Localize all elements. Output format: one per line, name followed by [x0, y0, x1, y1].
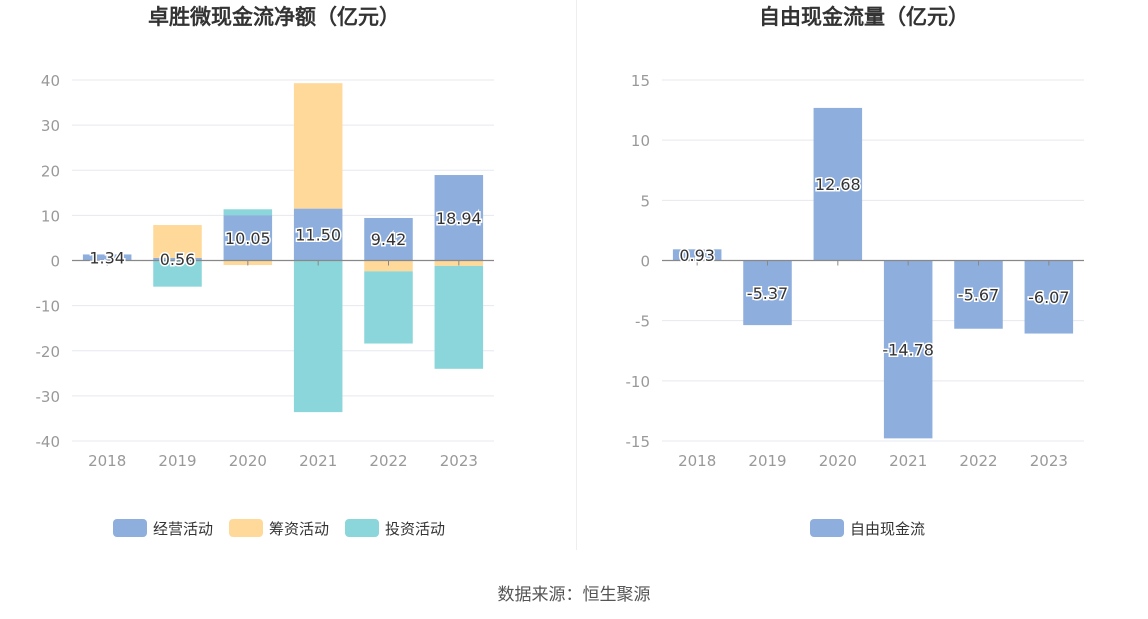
data-label: 11.50 [295, 226, 341, 245]
x-tick-label: 2018 [678, 452, 716, 470]
x-tick-label: 2021 [889, 452, 927, 470]
data-label: 18.94 [436, 209, 482, 228]
data-source-note: 数据来源：恒生聚源 [497, 585, 651, 605]
bar-financing-2021 [293, 83, 343, 209]
y-tick-label: -5 [635, 313, 650, 331]
x-tick-label: 2019 [158, 452, 196, 470]
bar-financing-2022 [364, 260, 413, 272]
legend-item-operating[interactable]: 经营活动 [113, 519, 213, 538]
bar-investing-2021 [293, 260, 343, 413]
legend-label: 筹资活动 [269, 520, 329, 538]
legend-swatch [229, 519, 263, 537]
data-label: 1.34 [89, 248, 125, 267]
bar-operating-2023 [434, 175, 484, 261]
data-label: 12.68 [815, 175, 861, 194]
y-tick-label: 30 [41, 117, 60, 135]
x-tick-label: 2019 [748, 452, 786, 470]
y-tick-label: -10 [626, 373, 651, 391]
x-tick-label: 2020 [819, 452, 857, 470]
bar-operating-2021 [293, 208, 343, 261]
y-tick-label: 15 [631, 72, 650, 90]
x-tick-label: 2022 [959, 452, 997, 470]
y-tick-label: 40 [41, 72, 60, 90]
bar-operating-2022 [364, 217, 413, 261]
right-chart-title: 自由现金流量（亿元） [759, 5, 969, 29]
y-tick-label: -30 [36, 388, 61, 406]
legend-item-investing[interactable]: 投资活动 [345, 519, 445, 538]
y-tick-label: -40 [36, 433, 61, 451]
bar-free_cf-2020 [813, 107, 863, 261]
bar-free_cf-2021 [883, 260, 933, 439]
right-y-axis-ticks: 15 10 5 0 -5 -10 -15 [626, 72, 651, 451]
x-tick-label: 2023 [440, 452, 478, 470]
right-legend: 自由现金流 [810, 519, 925, 538]
right-bars [672, 107, 1074, 439]
legend-label: 经营活动 [153, 520, 213, 538]
bar-investing-2020 [223, 209, 273, 216]
y-tick-label: 20 [41, 162, 60, 180]
right-gridlines [662, 79, 1084, 442]
y-tick-label: -15 [626, 433, 651, 451]
y-tick-label: -10 [36, 298, 61, 316]
data-label: -6.07 [1028, 288, 1069, 307]
legend-swatch [345, 519, 379, 537]
data-label: 10.05 [225, 229, 271, 248]
y-tick-label: 10 [631, 132, 650, 150]
left-bars [82, 83, 484, 413]
left-gridlines [72, 79, 494, 442]
x-tick-label: 2018 [88, 452, 126, 470]
y-tick-label: 0 [50, 253, 60, 271]
bar-free_cf-2022 [954, 260, 1003, 329]
left-x-axis: 2018 2019 2020 2021 2022 2023 [72, 259, 494, 470]
chart-divider [576, 0, 577, 550]
bar-operating-2020 [223, 215, 273, 261]
bar-financing-2019 [153, 225, 202, 258]
y-tick-label: 0 [640, 253, 650, 271]
right-x-axis: 2018 2019 2020 2021 2022 2023 [662, 259, 1084, 470]
x-tick-label: 2021 [299, 452, 337, 470]
left-chart-title: 卓胜微现金流净额（亿元） [148, 5, 400, 29]
bar-free_cf-2019 [743, 260, 792, 326]
bar-investing-2022 [364, 271, 413, 344]
data-label: -14.78 [882, 340, 934, 359]
x-tick-label: 2023 [1030, 452, 1068, 470]
bar-free_cf-2018 [672, 249, 722, 261]
x-tick-label: 2020 [229, 452, 267, 470]
left-y-axis-ticks: 40 30 20 10 0 -10 -20 -30 -40 [36, 72, 61, 451]
data-label: 9.42 [371, 230, 407, 249]
bar-investing-2023 [434, 265, 484, 369]
left-data-labels: 1.34 0.56 10.05 11.50 9.42 18.94 [88, 207, 483, 270]
legend-label: 投资活动 [385, 520, 445, 538]
right-data-labels: 0.93 -5.37 12.68 -14.78 -5.67 -6.07 [678, 174, 1071, 361]
y-tick-label: -20 [36, 343, 61, 361]
data-label: -5.67 [958, 286, 999, 305]
y-tick-label: 5 [640, 192, 650, 210]
legend-item-financing[interactable]: 筹资活动 [229, 519, 329, 538]
x-tick-label: 2022 [369, 452, 407, 470]
legend-item-free_cf[interactable]: 自由现金流 [810, 519, 925, 538]
left-legend: 经营活动 筹资活动 投资活动 [113, 519, 445, 538]
legend-swatch [810, 519, 844, 537]
bar-operating-2019 [153, 257, 202, 261]
data-label: 0.93 [679, 246, 715, 265]
data-label: -5.37 [747, 284, 788, 303]
bar-free_cf-2023 [1024, 260, 1074, 334]
legend-swatch [113, 519, 147, 537]
legend-label: 自由现金流 [850, 520, 925, 538]
bar-operating-2018 [82, 254, 132, 261]
y-tick-label: 10 [41, 207, 60, 225]
data-label: 0.56 [160, 250, 196, 269]
